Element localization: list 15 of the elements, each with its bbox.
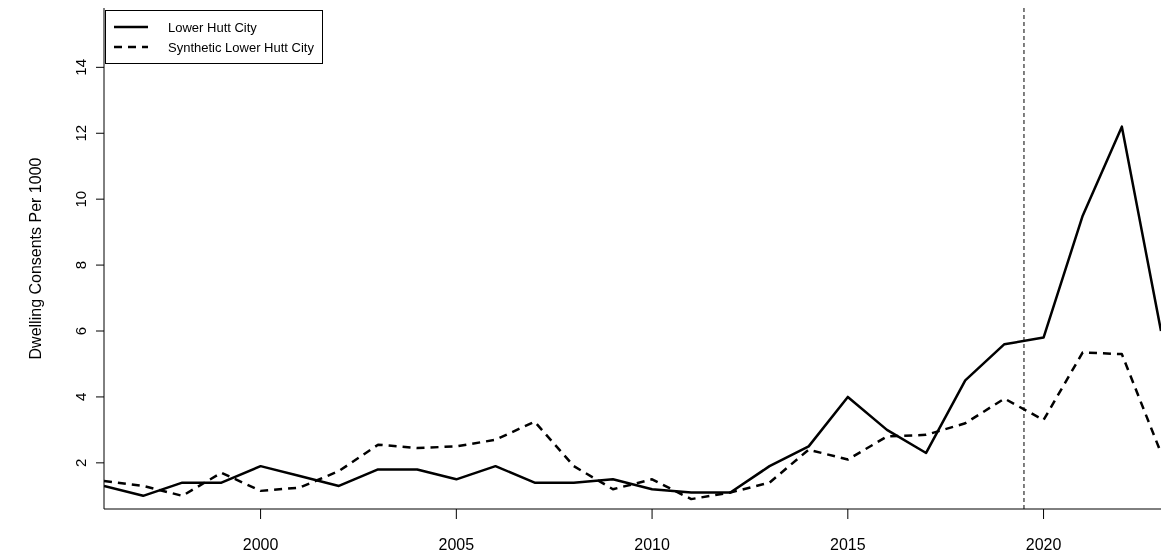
x-tick-label: 2005 xyxy=(438,536,475,554)
x-tick-label: 2015 xyxy=(830,536,866,554)
y-axis-title: Dwelling Consents Per 1000 xyxy=(26,157,44,360)
legend-label: Synthetic Lower Hutt City xyxy=(168,39,314,55)
x-tick-label: 2010 xyxy=(634,536,670,554)
y-tick-label: 12 xyxy=(72,124,89,142)
x-tick-label: 2020 xyxy=(1025,536,1062,554)
legend-label: Lower Hutt City xyxy=(168,19,257,35)
y-tick-label: 6 xyxy=(72,326,89,336)
x-tick-label: 2000 xyxy=(242,536,279,554)
y-tick-label: 10 xyxy=(72,190,89,208)
y-tick-label: 4 xyxy=(72,392,89,402)
y-tick-label: 2 xyxy=(72,458,89,468)
y-tick-label: 14 xyxy=(72,58,89,76)
y-tick-label: 8 xyxy=(72,260,89,270)
